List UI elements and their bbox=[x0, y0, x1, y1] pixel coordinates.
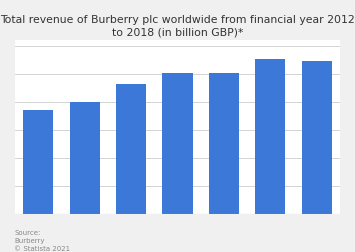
Bar bbox=[162, 73, 193, 214]
Bar bbox=[302, 62, 332, 214]
Bar bbox=[23, 111, 53, 214]
Bar bbox=[70, 103, 100, 214]
Bar bbox=[209, 74, 239, 214]
Bar bbox=[116, 84, 146, 214]
Bar bbox=[255, 60, 285, 214]
Text: Source:
Burberry
© Statista 2021: Source: Burberry © Statista 2021 bbox=[14, 229, 70, 251]
Title: Total revenue of Burberry plc worldwide from financial year 2012 to 2018 (in bil: Total revenue of Burberry plc worldwide … bbox=[0, 15, 355, 37]
